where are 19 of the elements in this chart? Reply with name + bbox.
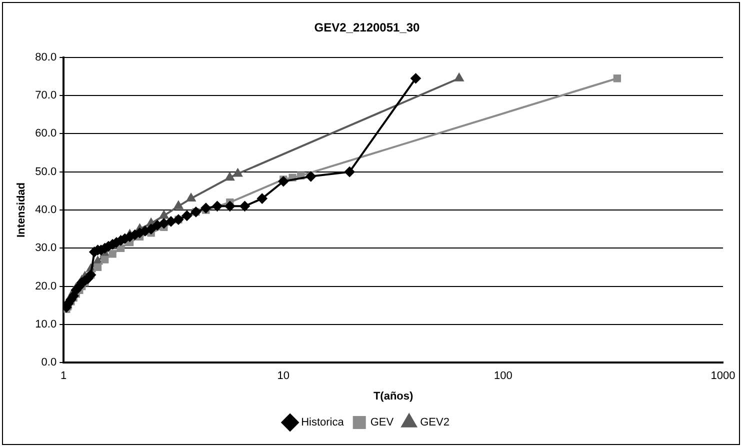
y-axis-title: Intensidad (16, 182, 28, 238)
y-tick-label: 80.0 (35, 51, 57, 64)
chart-title: GEV2_2120051_30 (314, 20, 420, 35)
x-tick-label: 10 (277, 370, 290, 382)
x-axis-title: T(años) (373, 390, 414, 402)
y-tick-label: 70.0 (35, 90, 57, 102)
y-tick-label: 40.0 (35, 204, 57, 216)
y-tick-label: 30.0 (35, 242, 57, 254)
legend-label: GEV2 (420, 416, 450, 429)
legend-label: Historica (301, 416, 345, 429)
x-tick-label: 1 (60, 370, 67, 382)
x-tick-label: 100 (494, 370, 512, 382)
y-tick-label: 0.0 (41, 356, 57, 369)
y-tick-label: 20.0 (35, 280, 57, 292)
y-tick-label: 50.0 (35, 166, 57, 178)
y-tick-label: 10.0 (35, 318, 57, 330)
legend-label: GEV (370, 416, 394, 429)
x-tick-label: 1000 (710, 370, 736, 382)
y-tick-label: 60.0 (35, 128, 57, 140)
